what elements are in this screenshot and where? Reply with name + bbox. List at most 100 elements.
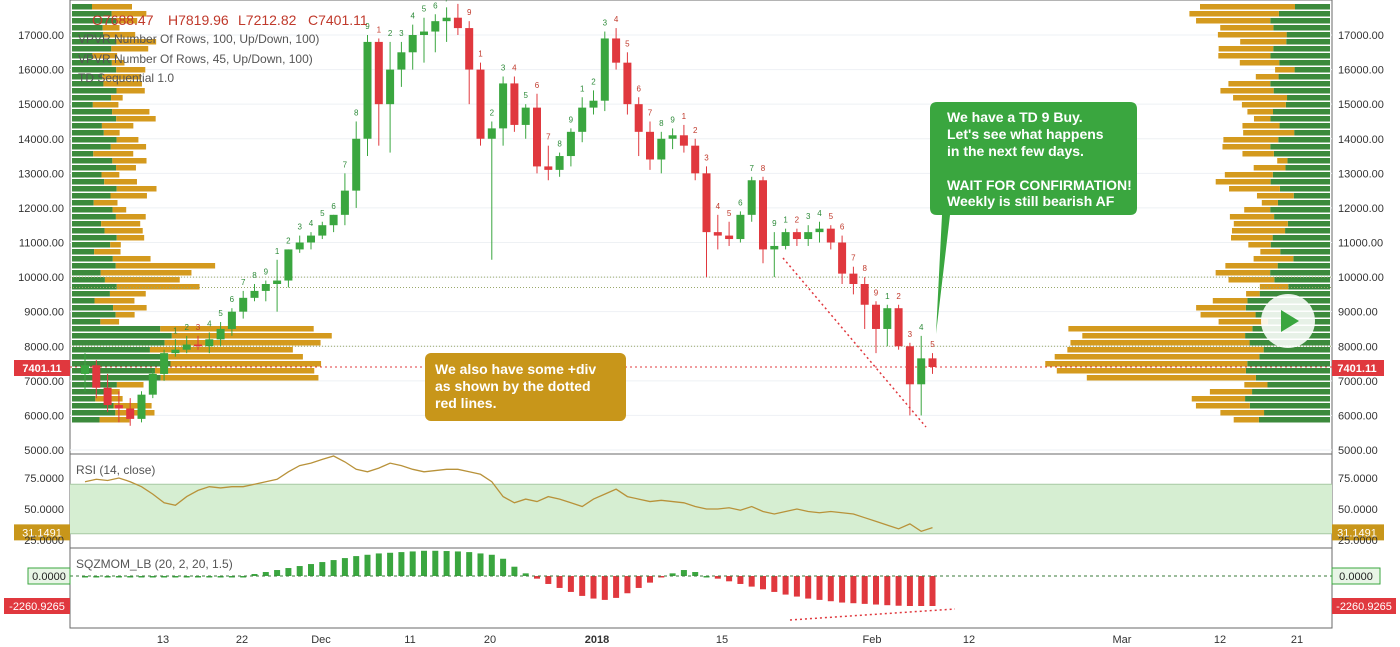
td-count-label: 9 (264, 268, 269, 277)
momentum-bar (364, 554, 371, 576)
candle-body (194, 344, 202, 347)
volume-bar-right-up (1293, 256, 1330, 262)
candle-body (81, 365, 89, 374)
momentum-bar (635, 576, 642, 588)
candle-body (770, 245, 779, 250)
volume-bar-left-up (72, 67, 117, 73)
volume-bar-right-down (1253, 116, 1271, 122)
momentum-bar (161, 576, 168, 578)
volume-bar-right-down (1229, 186, 1280, 192)
candle-body (860, 284, 869, 305)
volume-bar-left-up (72, 340, 165, 346)
volume-bar-left-down (93, 200, 118, 206)
momentum-bar (658, 576, 665, 578)
volume-bar-right-up (1273, 25, 1330, 31)
volume-bar-left-up (72, 375, 161, 381)
momentum-last-tag-right (1332, 598, 1396, 614)
td-count-label: 9 (467, 8, 472, 17)
volume-bar-left-up (72, 46, 112, 52)
volume-bar-left-down (112, 109, 150, 115)
volume-bar-right-up (1293, 193, 1330, 199)
td-count-label: 8 (557, 140, 562, 149)
candle-body (905, 346, 914, 385)
time-tick-label: 13 (157, 634, 169, 646)
momentum-zero-tag-right (1331, 567, 1381, 585)
play-button[interactable] (1261, 294, 1315, 348)
momentum-last-label-left: -2260.9265 (9, 601, 65, 613)
candle-body (329, 214, 338, 226)
momentum-bar (601, 576, 608, 600)
volume-bar-right-down (1224, 172, 1273, 178)
volume-bar-right-up (1270, 116, 1330, 122)
momentum-bar (760, 576, 766, 590)
td-count-label: 3 (806, 212, 811, 221)
volume-bar-left-up (72, 207, 113, 213)
volume-bar-left-down (116, 88, 145, 94)
volume-bar-left-down (101, 172, 120, 178)
td-count-label: 8 (252, 271, 257, 280)
td-count-label: 3 (297, 223, 302, 232)
candle-body (894, 308, 903, 347)
momentum-bar (296, 566, 303, 576)
volume-bar-right-down (1218, 46, 1274, 52)
volume-bar-right-down (1200, 312, 1256, 318)
price-tick-label-right: 14000.00 (1338, 134, 1384, 146)
time-tick-label: 12 (1214, 634, 1226, 646)
divergence-callout-line-3: red lines. (435, 395, 496, 411)
td-count-label: 3 (908, 330, 913, 339)
td-count-label: 4 (919, 323, 924, 332)
volume-bar-right-down (1215, 270, 1271, 276)
volume-bar-right-down (1228, 277, 1275, 283)
volume-bar-right-down (1218, 53, 1271, 59)
momentum-pane: 0.0000 0.0000 -2260.9265 -2260.9265 (4, 550, 1396, 614)
price-tick-label-left: 9000.00 (24, 307, 64, 319)
volume-bar-left-up (72, 354, 169, 360)
rsi-tick-label-left: 75.0000 (24, 473, 64, 485)
momentum-bar (613, 576, 620, 598)
volume-bar-left-up (72, 172, 102, 178)
volume-bar-right-down (1191, 396, 1246, 402)
momentum-bar (466, 552, 473, 576)
volume-bar-left-down (94, 298, 135, 304)
momentum-bar (590, 576, 597, 599)
volume-bar-left-up (72, 319, 101, 325)
momentum-bar (375, 553, 382, 576)
ohlc-close: C7401.11 (308, 12, 368, 28)
volume-bar-right-up (1263, 347, 1330, 353)
volume-bar-right-down (1256, 193, 1294, 199)
momentum-bar (183, 576, 190, 578)
td-count-label: 9 (772, 219, 777, 228)
last-price-tag-left (14, 360, 70, 376)
volume-profile-left (72, 4, 332, 423)
price-tick-label-right: 6000.00 (1338, 410, 1378, 422)
td-count-label: 3 (704, 153, 709, 162)
momentum-bar (850, 576, 857, 604)
volume-bar-left-up (72, 347, 150, 353)
volume-bar-right-down (1195, 403, 1250, 409)
volume-bar-left-up (72, 11, 112, 17)
volume-bar-left-down (109, 389, 120, 395)
volume-bar-left-down (92, 4, 132, 10)
volume-bar-right-up (1279, 60, 1330, 66)
volume-bar-right-down (1242, 151, 1274, 157)
candle-body (566, 131, 575, 157)
volume-bar-left-down (102, 74, 142, 80)
momentum-bar (861, 576, 868, 604)
volume-bar-right-up (1278, 11, 1330, 17)
momentum-bar (918, 576, 925, 606)
volume-bar-right-up (1245, 396, 1330, 402)
candle-body (691, 145, 700, 174)
momentum-bar (240, 576, 247, 578)
momentum-bar (511, 566, 518, 576)
play-icon[interactable] (1281, 310, 1299, 332)
momentum-bar (906, 576, 913, 606)
volume-bar-left-up (72, 179, 105, 185)
volume-bar-left-down (104, 179, 137, 185)
volume-bar-left-down (116, 186, 157, 192)
td-count-label: 3 (603, 19, 608, 28)
momentum-bar (669, 573, 676, 576)
volume-bar-left-down (115, 214, 146, 220)
momentum-bar (82, 576, 88, 578)
volume-bar-right-up (1272, 235, 1330, 241)
